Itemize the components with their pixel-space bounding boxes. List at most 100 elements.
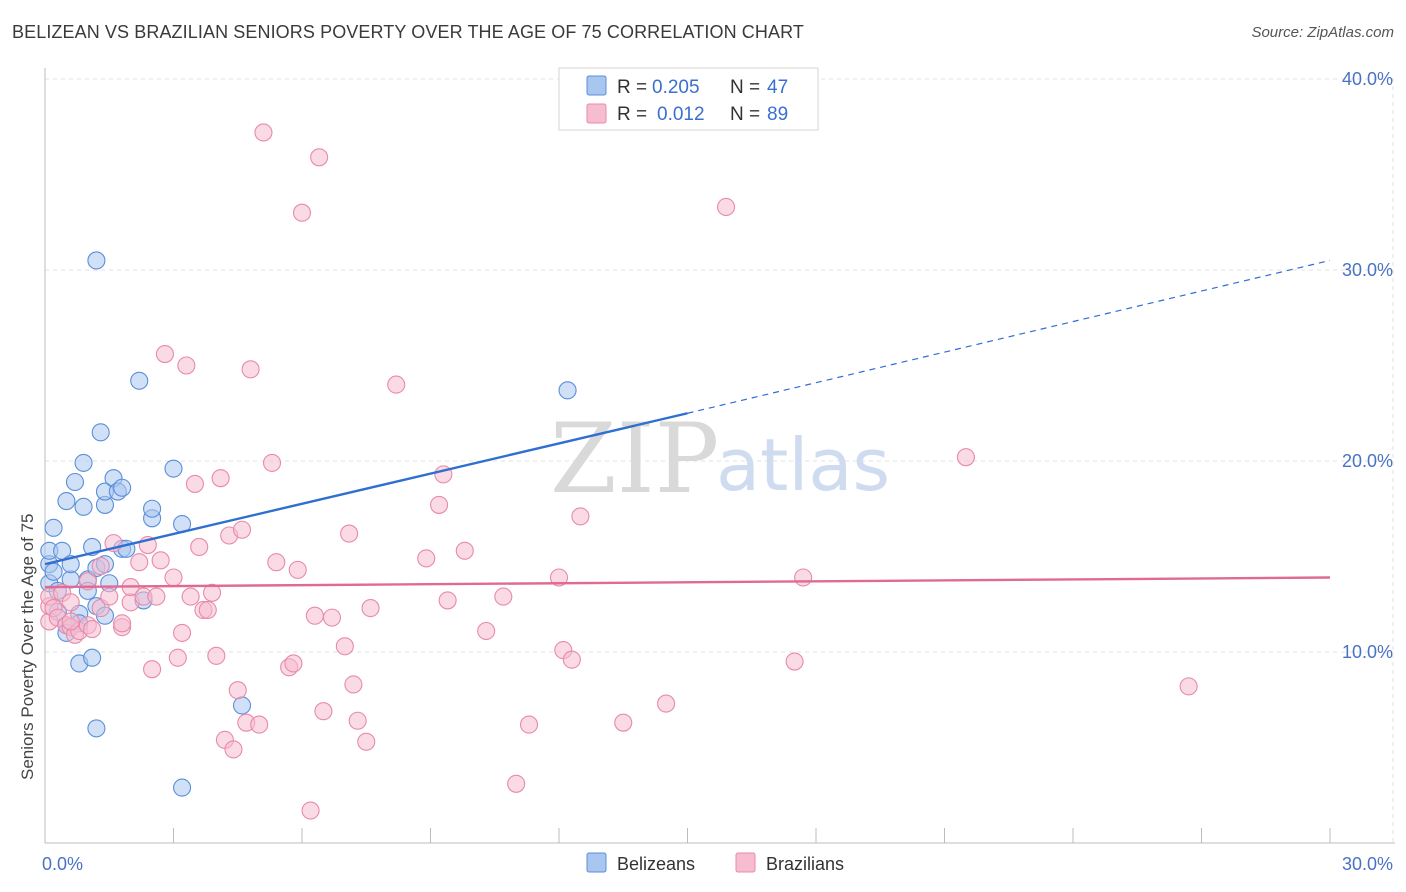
watermark-atlas: atlas (716, 423, 890, 507)
brazilians-point (314, 702, 333, 721)
belizeans-point (113, 478, 132, 497)
series-belizeans-points (40, 251, 577, 797)
brazilians-point (494, 587, 513, 606)
belizeans-point (558, 381, 577, 400)
brazilians-point (61, 593, 80, 612)
brazilians-point (438, 591, 457, 610)
brazilians-point (250, 715, 269, 734)
watermark-zip: ZIP (550, 403, 719, 515)
belizeans-point (164, 459, 183, 478)
brazilians-point (147, 587, 166, 606)
brazilians-point (168, 648, 187, 667)
belizeans-point (44, 518, 63, 537)
brazilians-point (61, 612, 80, 631)
y-tick-label: 30.0% (1342, 260, 1393, 280)
brazilians-point (267, 553, 286, 572)
series-legend: Belizeans Brazilians (586, 852, 844, 874)
belizeans-point (74, 497, 93, 516)
brazilians-point (130, 553, 149, 572)
watermark: ZIP atlas (550, 403, 890, 515)
brazilians-point (83, 620, 102, 639)
brazilians-point (335, 637, 354, 656)
belizeans-point (83, 648, 102, 667)
belizeans-trend-extension (687, 259, 1331, 414)
brazilians-point (91, 556, 110, 576)
source-credit: Source: ZipAtlas.com (1251, 24, 1394, 41)
brazilians-point (387, 375, 406, 394)
brazilians-point (794, 568, 813, 587)
belizeans-point (74, 453, 93, 472)
bottom-legend-swatch-belizeans (586, 852, 607, 873)
brazilians-point (164, 568, 183, 587)
belizeans-point (130, 371, 149, 390)
brazilians-point (571, 507, 590, 526)
belizeans-point (91, 423, 110, 442)
brazilians-point (100, 587, 119, 606)
belizeans-point (143, 499, 162, 518)
legend-r-value-brazilians: 0.012 (657, 104, 705, 125)
brazilians-point (262, 453, 282, 472)
series-brazilians-points (40, 123, 1198, 820)
legend-swatch-brazilians (586, 103, 607, 124)
brazilians-point (614, 713, 633, 732)
brazilians-point (185, 474, 204, 493)
correlation-legend: R = 0.205 N = 47 R = 0.012 N = 89 (558, 67, 819, 131)
brazilians-point (562, 650, 581, 669)
legend-r-label: R = (617, 104, 647, 125)
belizeans-point (173, 778, 192, 797)
brazilians-point (716, 197, 736, 217)
brazilians-point (455, 541, 474, 560)
brazilians-point (361, 599, 380, 618)
brazilians-point (288, 560, 307, 579)
legend-r-value-belizeans: 0.205 (652, 77, 700, 98)
legend-n-label: N = (730, 77, 760, 98)
bottom-legend-swatch-brazilians (735, 852, 756, 873)
brazilians-point (284, 654, 303, 673)
brazilians-point (357, 732, 376, 751)
belizeans-point (65, 472, 85, 492)
y-tick-labels: 10.0% 20.0% 30.0% 40.0% (1342, 69, 1393, 662)
bottom-legend-label-belizeans: Belizeans (617, 854, 695, 874)
brazilians-point (177, 356, 196, 375)
brazilians-point (232, 520, 252, 539)
legend-n-value-belizeans: 47 (767, 77, 788, 98)
brazilians-point (151, 551, 170, 570)
y-tick-label: 10.0% (1342, 642, 1393, 662)
legend-swatch-belizeans (586, 75, 607, 96)
brazilians-point (113, 614, 132, 633)
brazilians-point (155, 344, 174, 364)
axes (44, 68, 1395, 844)
brazilians-point (1179, 677, 1198, 696)
belizeans-point (232, 696, 252, 715)
brazilians-point (305, 606, 324, 625)
brazilians-trend-line (44, 576, 1331, 589)
brazilians-point (254, 123, 273, 142)
y-tick-label: 40.0% (1342, 69, 1393, 89)
brazilians-point (348, 711, 367, 730)
brazilians-point (344, 675, 363, 694)
x-tick-label-min: 0.0% (42, 854, 83, 874)
brazilians-point (241, 360, 260, 379)
brazilians-point (785, 652, 804, 671)
brazilians-point (477, 621, 496, 641)
brazilians-point (292, 203, 312, 222)
brazilians-point (301, 801, 320, 820)
belizeans-point (57, 492, 76, 511)
belizeans-point (87, 719, 106, 738)
brazilians-point (198, 600, 217, 620)
brazilians-point (956, 448, 975, 467)
legend-r-label: R = (617, 77, 647, 98)
y-tick-label: 20.0% (1342, 451, 1393, 471)
legend-n-value-brazilians: 89 (767, 104, 788, 125)
brazilians-point (417, 549, 436, 568)
brazilians-point (181, 587, 200, 606)
brazilians-point (190, 537, 209, 557)
brazilians-point (507, 774, 526, 793)
x-tick-label-max: 30.0% (1342, 854, 1393, 874)
belizeans-trend-line (44, 412, 688, 566)
brazilians-point (143, 660, 162, 679)
brazilians-point (207, 646, 226, 665)
legend-n-label: N = (730, 104, 760, 125)
chart-title: BELIZEAN VS BRAZILIAN SENIORS POVERTY OV… (12, 22, 804, 42)
